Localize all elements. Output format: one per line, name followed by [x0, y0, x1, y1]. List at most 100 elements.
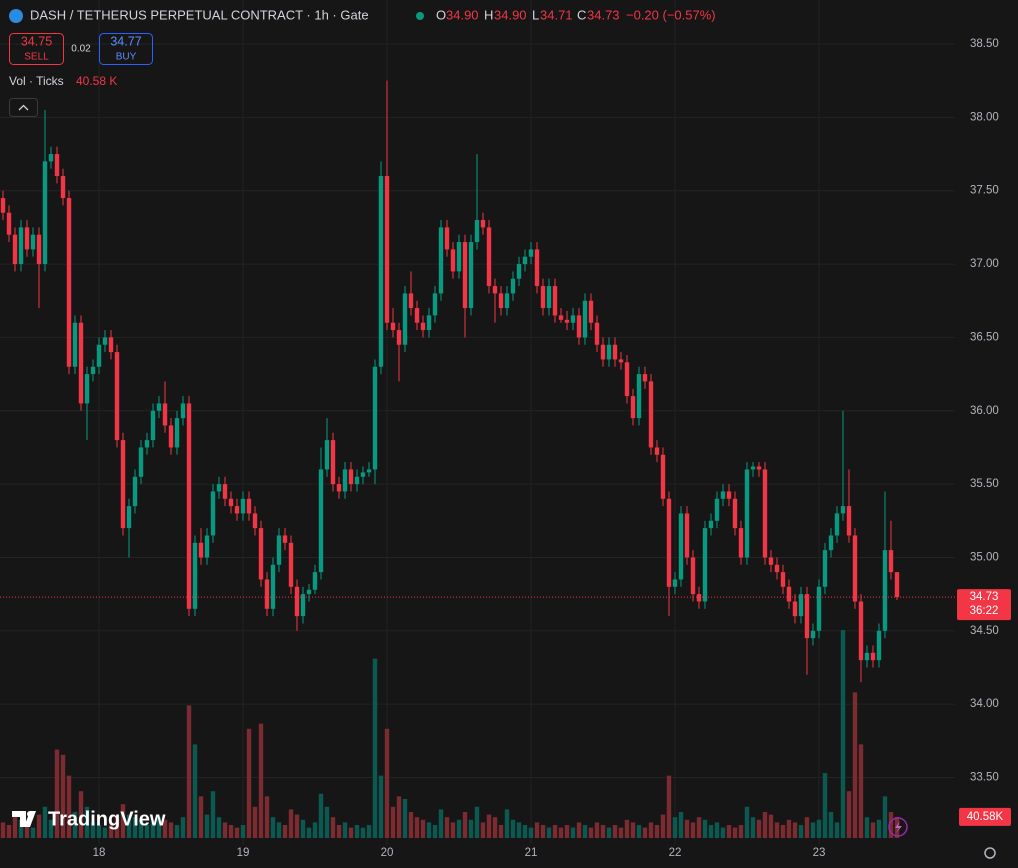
alert-icon[interactable] [888, 817, 908, 837]
candle-body [90, 366, 96, 375]
candle-body [426, 315, 432, 331]
volume-bar [696, 817, 702, 838]
countdown-label: 36:22 [970, 605, 999, 617]
candle-body [756, 466, 762, 470]
candle-body [798, 594, 804, 617]
volume-bar [6, 825, 12, 838]
volume-bar [708, 825, 714, 838]
brand-name: TradingView [48, 808, 166, 830]
volume-bar [666, 775, 672, 838]
volume-bar [54, 749, 60, 838]
volume-bar [864, 817, 870, 838]
volume-bar [882, 796, 888, 838]
volume-bar [726, 825, 732, 838]
volume-bar [294, 814, 300, 838]
volume-legend: Vol · Ticks [9, 74, 64, 88]
volume-bar [36, 814, 42, 838]
symbol-title[interactable]: DASH / TETHERUS PERPETUAL CONTRACT · 1h … [30, 7, 369, 22]
candle-body [618, 359, 624, 363]
volume-bar [84, 806, 90, 838]
candle-body [30, 234, 36, 250]
candle-body [630, 396, 636, 419]
y-tick-label: 37.50 [970, 185, 999, 197]
candle-body [432, 293, 438, 316]
candle-body [696, 594, 702, 602]
volume-tag-label: 40.58K [967, 811, 1004, 823]
volume-bar [30, 827, 36, 838]
candle-body [204, 535, 210, 558]
candle-body [114, 352, 120, 441]
y-tick-label: 34.00 [970, 698, 999, 710]
candle-body [672, 579, 678, 587]
volume-bar [48, 819, 54, 838]
buy-button[interactable] [99, 33, 153, 65]
ohlc-value: 34.71 [540, 7, 573, 22]
candle-body [372, 366, 378, 470]
candle-body [870, 652, 876, 661]
candle-body [72, 322, 78, 367]
volume-bar [624, 819, 630, 838]
candle-body [690, 557, 696, 595]
volume-bar [360, 827, 366, 838]
x-tick-label: 19 [237, 847, 250, 859]
volume-bar [834, 822, 840, 838]
candle-body [624, 362, 630, 397]
candle-body [288, 542, 294, 587]
y-tick-label: 34.50 [970, 625, 999, 637]
volume-bar [762, 812, 768, 838]
candle-body [408, 293, 414, 309]
volume-bar [474, 806, 480, 838]
volume-bar [546, 827, 552, 838]
volume-bar [192, 744, 198, 838]
volume-bar [744, 806, 750, 838]
collapse-button[interactable] [9, 98, 38, 117]
volume-bar [258, 723, 264, 838]
volume-bar [564, 825, 570, 838]
candle-body [132, 476, 138, 507]
candle-body [336, 484, 342, 492]
volume-bar [630, 822, 636, 838]
candle-body [216, 484, 222, 492]
ohlc-value: 34.90 [446, 7, 479, 22]
ohlc-value: 34.73 [587, 7, 620, 22]
volume-bar [132, 817, 138, 838]
volume-bar [468, 819, 474, 838]
candle-body [210, 491, 216, 536]
volume-bar [144, 825, 150, 838]
candle-body [36, 234, 42, 265]
y-tick-label: 37.00 [970, 258, 999, 270]
volume-bar [282, 825, 288, 838]
volume-bar [300, 819, 306, 838]
ohlc-value: 34.90 [494, 7, 527, 22]
volume-bar [102, 827, 108, 838]
candle-body [738, 528, 744, 558]
volume-bar [204, 814, 210, 838]
candle-body [282, 535, 288, 543]
volume-bar [96, 825, 102, 838]
volume-bar [798, 825, 804, 838]
candle-body [192, 542, 198, 609]
candle-body [138, 447, 144, 477]
volume-bar [372, 658, 378, 838]
candle-body [450, 249, 456, 272]
volume-bar [336, 825, 342, 838]
candle-body [534, 249, 540, 287]
candle-body [342, 469, 348, 492]
volume-bar [216, 817, 222, 838]
volume-bar [888, 812, 894, 838]
candle-body [324, 440, 330, 470]
volume-bar [822, 773, 828, 838]
candle-body [294, 586, 300, 617]
candle-body [252, 513, 258, 529]
candle-body [330, 440, 336, 485]
volume-bar [138, 819, 144, 838]
volume-bar [180, 817, 186, 838]
volume-bar [156, 817, 162, 838]
settings-icon[interactable] [984, 847, 996, 859]
volume-bar [414, 817, 420, 838]
sell-button[interactable] [9, 33, 64, 65]
candle-body [810, 630, 816, 639]
volume-bar [450, 822, 456, 838]
volume-bar [618, 827, 624, 838]
